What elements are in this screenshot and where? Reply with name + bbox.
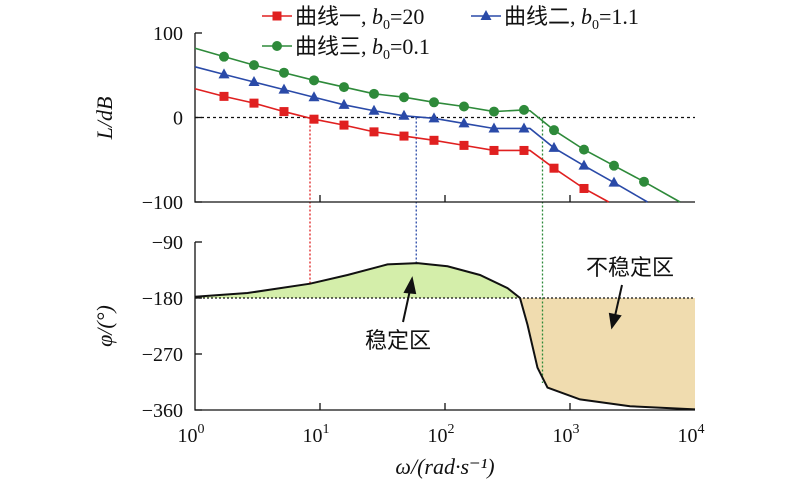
x-tick-label: 104 xyxy=(678,422,705,447)
square-marker xyxy=(399,131,409,141)
square-marker xyxy=(369,127,379,137)
legend-item: 曲线二, b0=1.1 xyxy=(471,4,639,33)
circle-marker xyxy=(309,75,319,86)
magnitude-ylabel: L/dB xyxy=(92,97,117,141)
circle-marker xyxy=(549,125,559,136)
circle-marker xyxy=(399,92,409,103)
magnitude-line xyxy=(194,66,648,203)
series-1 xyxy=(194,87,610,203)
square-marker xyxy=(429,135,439,145)
y-tick-label: 100 xyxy=(153,23,183,45)
triangle-marker xyxy=(548,141,560,152)
triangle-marker xyxy=(428,112,440,123)
circle-marker xyxy=(279,67,289,78)
triangle-marker xyxy=(308,91,320,102)
phase-ylabel: φ/(°) xyxy=(92,305,117,347)
circle-marker xyxy=(519,104,529,115)
x-tick-label: 102 xyxy=(428,422,455,447)
square-marker xyxy=(339,120,349,130)
triangle-marker xyxy=(278,83,290,94)
circle-marker xyxy=(579,144,589,155)
circle-marker xyxy=(429,97,439,108)
y-tick-label: −100 xyxy=(142,192,183,214)
circle-marker xyxy=(489,106,499,117)
y-tick-label: −90 xyxy=(152,232,183,254)
y-tick-label: −180 xyxy=(142,288,183,310)
series-2 xyxy=(194,66,648,203)
stable-region-label: 稳定区 xyxy=(365,328,431,353)
unstable-region-fill xyxy=(520,298,695,410)
magnitude-line xyxy=(194,87,610,203)
phase-line xyxy=(194,262,696,411)
triangle-marker xyxy=(398,109,410,120)
y-tick-label: −270 xyxy=(142,344,183,366)
legend-label: 曲线三, b0=0.1 xyxy=(295,34,430,63)
x-tick-label: 101 xyxy=(303,422,330,447)
square-marker xyxy=(219,91,229,101)
legend-label: 曲线一, b0=20 xyxy=(295,4,424,33)
square-marker xyxy=(309,114,319,124)
legend-item: 曲线三, b0=0.1 xyxy=(262,34,430,63)
circle-marker xyxy=(339,82,349,93)
unstable-region-arrow xyxy=(614,284,623,317)
triangle-marker xyxy=(480,10,492,20)
triangle-marker xyxy=(338,98,350,109)
circle-marker xyxy=(609,160,619,171)
triangle-marker xyxy=(578,159,590,170)
unstable-region-label: 不稳定区 xyxy=(586,255,674,280)
stable-arrowhead xyxy=(403,276,417,295)
triangle-marker xyxy=(248,76,260,87)
triangle-marker xyxy=(458,117,470,128)
x-tick-label: 100 xyxy=(178,422,205,447)
square-marker xyxy=(519,145,529,155)
triangle-marker xyxy=(368,104,380,115)
triangle-marker xyxy=(608,176,620,187)
circle-marker xyxy=(459,101,469,112)
x-axis-label: ω/(rad·s⁻¹) xyxy=(395,454,494,479)
circle-marker xyxy=(272,41,282,51)
x-tick-label: 103 xyxy=(553,422,580,447)
series-3 xyxy=(194,47,681,203)
circle-marker xyxy=(369,88,379,99)
square-marker xyxy=(459,140,469,150)
square-marker xyxy=(272,11,282,21)
legend-label: 曲线二, b0=1.1 xyxy=(504,4,639,33)
triangle-marker xyxy=(518,122,530,133)
square-marker xyxy=(489,145,499,155)
legend-item: 曲线一, b0=20 xyxy=(262,4,424,33)
triangle-marker xyxy=(488,122,500,133)
magnitude-line xyxy=(194,47,681,203)
square-marker xyxy=(279,107,289,117)
y-tick-label: 0 xyxy=(173,108,183,130)
unstable-arrowhead xyxy=(608,312,622,330)
circle-marker xyxy=(219,51,229,62)
y-tick-label: −360 xyxy=(142,400,183,422)
square-marker xyxy=(249,98,259,108)
stable-region-arrow xyxy=(402,289,411,323)
triangle-marker xyxy=(218,68,230,79)
square-marker xyxy=(549,163,559,173)
circle-marker xyxy=(639,176,649,187)
square-marker xyxy=(579,183,589,193)
circle-marker xyxy=(249,60,259,71)
